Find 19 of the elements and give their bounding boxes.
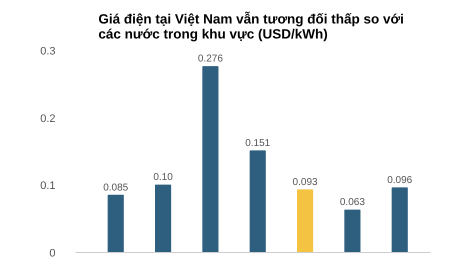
y-tick-label: 0.3: [40, 46, 56, 58]
y-tick-label: 0.1: [40, 180, 56, 192]
bar: [202, 66, 218, 252]
bar: [250, 150, 266, 252]
chart-title: Giá điện tại Việt Nam vẫn tương đối thấp so với các nước trong khu vực (USD/kWh): [98, 12, 404, 42]
bar: [392, 187, 408, 252]
data-label: 0.085: [103, 182, 129, 194]
bar: [108, 194, 124, 252]
data-label: 0.093: [292, 176, 318, 188]
y-tick-label: 0.2: [40, 112, 56, 125]
data-label: 0.096: [387, 174, 413, 186]
data-label: 0.276: [198, 54, 224, 65]
data-label: 0.063: [340, 197, 366, 208]
bar: [344, 210, 360, 252]
bar: [154, 184, 172, 252]
data-label: 0.151: [245, 138, 271, 149]
bar: [296, 189, 314, 252]
data-label: 0.10: [153, 172, 174, 184]
y-tick-label: 0: [49, 248, 56, 260]
